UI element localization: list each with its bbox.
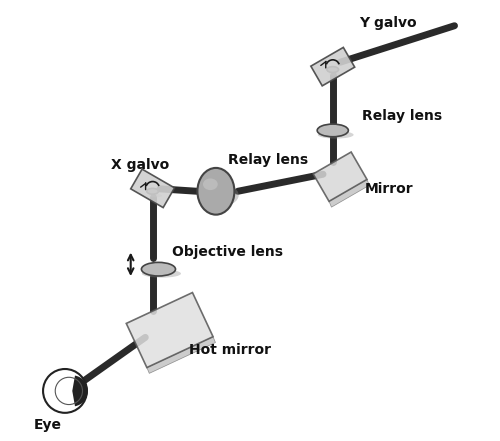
Text: Relay lens: Relay lens: [228, 153, 308, 167]
Circle shape: [43, 369, 87, 413]
Ellipse shape: [198, 183, 238, 207]
Ellipse shape: [327, 67, 338, 72]
Text: Eye: Eye: [34, 418, 62, 432]
Ellipse shape: [198, 168, 234, 215]
Polygon shape: [329, 179, 370, 207]
Polygon shape: [147, 336, 216, 374]
Polygon shape: [130, 169, 174, 208]
Ellipse shape: [142, 269, 181, 278]
Polygon shape: [126, 292, 213, 367]
Text: Mirror: Mirror: [364, 182, 413, 196]
Ellipse shape: [147, 188, 158, 194]
Text: Y galvo: Y galvo: [360, 16, 417, 30]
Ellipse shape: [318, 131, 354, 138]
Ellipse shape: [203, 179, 218, 190]
Text: X galvo: X galvo: [111, 157, 170, 172]
Ellipse shape: [149, 194, 162, 198]
Ellipse shape: [142, 262, 176, 276]
Text: Hot mirror: Hot mirror: [189, 343, 271, 356]
Ellipse shape: [329, 72, 342, 76]
Polygon shape: [313, 152, 367, 202]
Polygon shape: [311, 47, 354, 86]
Ellipse shape: [317, 124, 348, 137]
Text: Relay lens: Relay lens: [362, 109, 442, 123]
Wedge shape: [72, 376, 88, 406]
Text: Objective lens: Objective lens: [172, 245, 283, 259]
